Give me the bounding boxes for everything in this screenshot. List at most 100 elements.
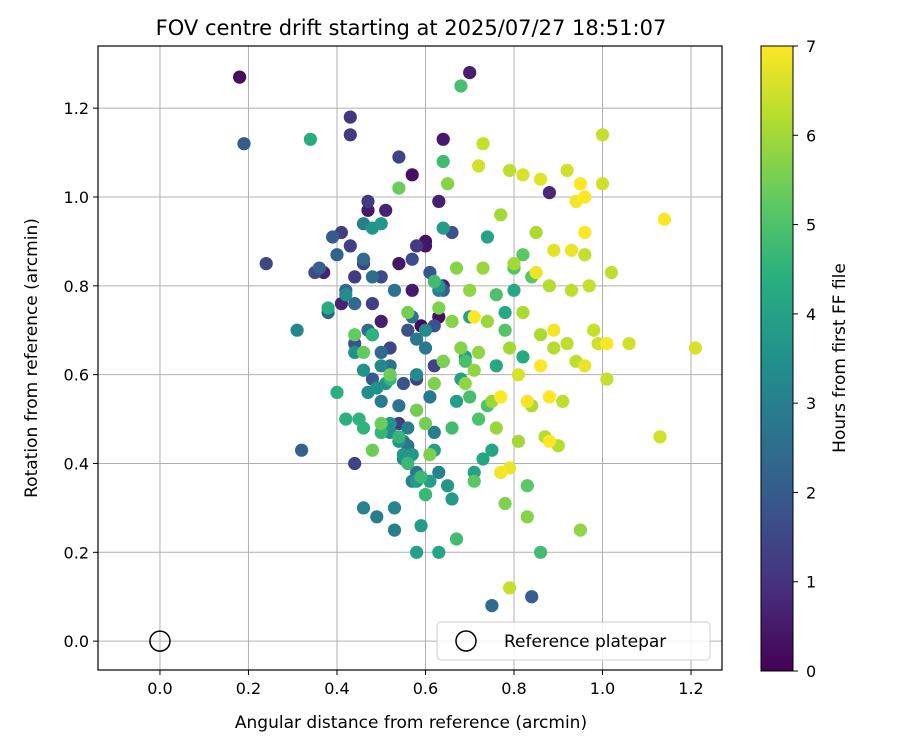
x-tick-label: 0.2 — [236, 679, 261, 698]
data-point — [348, 328, 362, 342]
data-point — [560, 337, 574, 351]
data-point — [476, 261, 490, 275]
data-point — [542, 279, 557, 293]
data-point — [233, 70, 247, 84]
data-point — [688, 341, 703, 355]
data-point — [445, 314, 459, 328]
data-point — [476, 137, 490, 151]
data-point — [401, 305, 415, 320]
data-point — [463, 390, 477, 404]
scatter-points — [233, 66, 703, 613]
data-point — [401, 421, 415, 435]
data-point — [387, 523, 402, 537]
legend-box — [436, 621, 711, 661]
data-point — [595, 128, 610, 142]
data-point — [463, 66, 477, 80]
data-point — [556, 394, 570, 408]
colorbar-tick-label: 5 — [806, 216, 816, 235]
y-axis-label: Rotation from reference (arcmin) — [22, 218, 42, 498]
data-point — [494, 465, 508, 479]
data-point — [330, 248, 344, 262]
colorbar-tick-label: 1 — [806, 573, 816, 592]
data-point — [410, 332, 424, 346]
legend-entry-reference: Reference platepar — [504, 632, 666, 652]
colorbar-tick-label: 7 — [806, 37, 816, 56]
data-point — [463, 283, 477, 297]
colorbar-tick-label: 0 — [806, 662, 816, 681]
data-point — [374, 359, 388, 373]
data-point — [401, 456, 415, 471]
y-tick-label: 1.0 — [64, 188, 89, 207]
y-tick-label: 0.6 — [64, 366, 89, 385]
data-point — [480, 314, 494, 328]
data-point — [361, 194, 375, 208]
data-point — [498, 323, 512, 337]
data-point — [573, 177, 588, 191]
data-point — [432, 301, 446, 315]
data-point — [476, 452, 490, 466]
data-point — [370, 510, 384, 524]
y-axis-ticks: 0.0 0.2 0.4 0.6 0.8 1.0 1.2 — [64, 99, 98, 651]
data-point — [312, 261, 326, 275]
reference-marker — [149, 630, 171, 652]
data-point — [339, 412, 353, 426]
data-point — [529, 265, 543, 280]
data-point — [657, 212, 672, 226]
data-point — [365, 443, 379, 457]
data-point — [534, 172, 548, 186]
data-point — [600, 372, 614, 386]
data-point — [348, 456, 362, 471]
data-point — [237, 137, 251, 151]
data-point — [392, 430, 406, 444]
data-point — [436, 154, 450, 169]
data-point — [343, 239, 357, 253]
colorbar-label: Hours from first FF file — [830, 263, 850, 453]
data-point — [418, 488, 433, 502]
data-point — [436, 221, 450, 235]
data-point — [392, 150, 406, 164]
data-point — [295, 443, 309, 457]
data-point — [410, 545, 424, 559]
data-point — [405, 252, 419, 266]
x-tick-label: 0.6 — [413, 679, 438, 698]
data-point — [326, 230, 340, 244]
data-point — [414, 519, 428, 533]
data-point — [516, 168, 530, 182]
data-point — [503, 581, 517, 595]
data-point — [520, 394, 534, 408]
data-point — [578, 248, 592, 262]
data-point — [542, 434, 557, 448]
data-point — [401, 323, 415, 337]
data-point — [489, 288, 503, 302]
data-point — [516, 248, 530, 262]
data-point — [365, 328, 379, 342]
data-point — [534, 359, 548, 373]
data-point — [573, 523, 588, 537]
data-point — [365, 270, 379, 284]
data-point — [356, 363, 371, 377]
data-point — [564, 283, 579, 297]
data-point — [427, 425, 441, 439]
data-point — [259, 257, 273, 271]
data-point — [480, 230, 494, 244]
data-point — [392, 181, 406, 195]
data-point — [498, 496, 512, 511]
data-point — [374, 345, 388, 359]
chart-title: FOV centre drift starting at 2025/07/27 … — [156, 16, 667, 40]
data-point — [427, 376, 441, 391]
data-point — [467, 474, 481, 488]
data-point — [542, 186, 557, 200]
data-point — [578, 359, 592, 373]
data-point — [445, 492, 459, 506]
data-point — [432, 545, 446, 559]
y-tick-label: 0.8 — [64, 277, 89, 296]
data-point — [445, 421, 459, 435]
data-point — [423, 448, 437, 462]
data-point — [356, 345, 371, 359]
data-point — [458, 376, 472, 391]
data-point — [449, 394, 464, 408]
data-point — [348, 297, 362, 311]
data-point — [418, 341, 433, 355]
data-point — [432, 194, 446, 208]
